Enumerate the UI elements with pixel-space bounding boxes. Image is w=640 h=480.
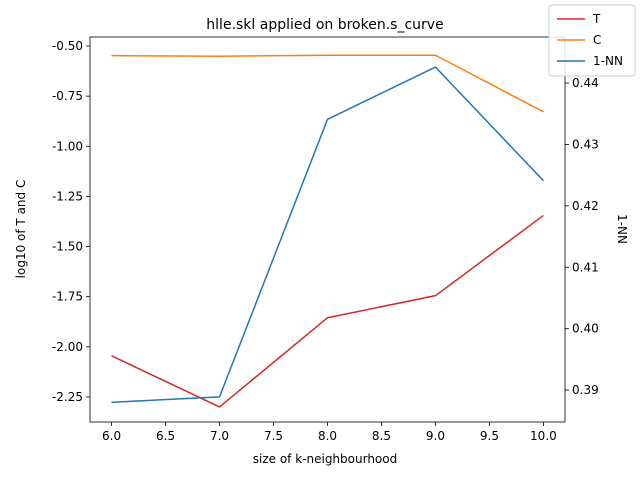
legend-label-1-nn: 1-NN: [593, 54, 623, 68]
x-tick-label: 7.5: [264, 429, 283, 443]
chart-title: hlle.skl applied on broken.s_curve: [206, 17, 443, 33]
y-tick-label-left: -1.75: [52, 290, 83, 304]
y-tick-label-left: -1.50: [52, 240, 83, 254]
y-tick-label-left: -1.00: [52, 139, 83, 153]
y-tick-label-right: 0.40: [572, 322, 599, 336]
y-axis-label-left: log10 of T and C: [14, 180, 28, 279]
y-tick-label-right: 0.44: [572, 76, 599, 90]
plot-area: [90, 37, 565, 422]
x-tick-label: 7.0: [210, 429, 229, 443]
legend-label-t: T: [592, 12, 601, 26]
legend-label-c: C: [593, 33, 601, 47]
x-axis-label: size of k-neighbourhood: [253, 452, 397, 466]
y-tick-label-right: 0.39: [572, 383, 599, 397]
plot-frame: [89, 36, 566, 423]
series-line-c: [111, 54, 544, 113]
legend-box: [548, 4, 636, 77]
y-tick-label-left: -0.75: [52, 89, 83, 103]
y-tick-label-left: -0.50: [52, 39, 83, 53]
plot-background: [90, 37, 565, 422]
y-axis-right: 0.39 0.40 0.41 0.42 0.43 0.44: [565, 76, 599, 397]
x-axis: 6.0 6.5 7.0 7.5 8.0 8.5 9.0 9.5 10.0: [102, 422, 557, 443]
x-tick-label: 8.0: [318, 429, 337, 443]
y-tick-label-left: -2.25: [52, 390, 83, 404]
series-line-1-nn: [111, 66, 544, 404]
y-axis-label-right: 1-NN: [615, 214, 629, 244]
x-tick-label: 8.5: [372, 429, 391, 443]
x-tick-label: 10.0: [530, 429, 557, 443]
y-tick-label-left: -1.25: [52, 189, 83, 203]
x-tick-label: 6.0: [102, 429, 121, 443]
y-tick-label-right: 0.43: [572, 137, 599, 151]
x-tick-label: 9.5: [480, 429, 499, 443]
legend: TC 1-NN: [548, 4, 636, 77]
x-tick-label: 9.0: [426, 429, 445, 443]
y-tick-label-right: 0.41: [572, 260, 599, 274]
series-line-t: [111, 214, 544, 408]
y-tick-label-right: 0.42: [572, 199, 599, 213]
y-axis-left: -2.25 -2.00 -1.75 -1.50 -1.25 -1.00 -0.75 -0.50: [52, 39, 90, 404]
x-tick-label: 6.5: [156, 429, 175, 443]
series-layer: [89, 36, 566, 423]
y-tick-label-left: -2.00: [52, 340, 83, 354]
